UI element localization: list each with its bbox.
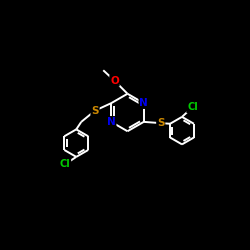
Text: N: N xyxy=(139,98,148,108)
Text: O: O xyxy=(110,76,119,86)
Text: N: N xyxy=(107,117,116,127)
Text: Cl: Cl xyxy=(60,160,70,170)
Text: Cl: Cl xyxy=(187,102,198,113)
Text: S: S xyxy=(91,106,99,116)
Text: S: S xyxy=(157,118,164,128)
